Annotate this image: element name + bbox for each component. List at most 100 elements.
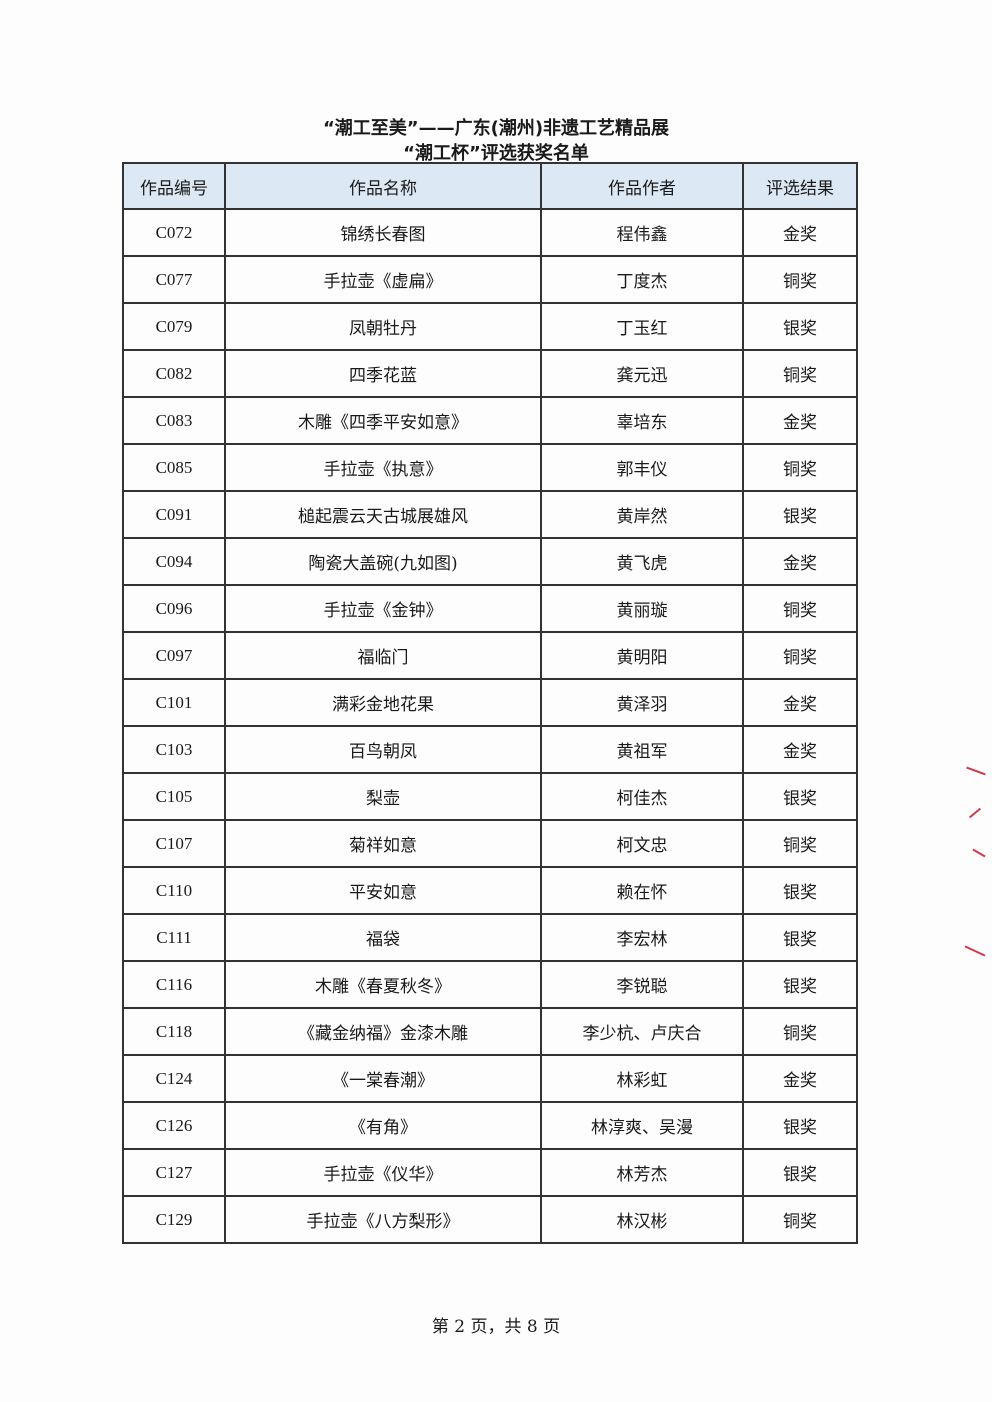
cell-author: 李少杭、卢庆合 [540, 1007, 744, 1056]
cell-id: C105 [122, 772, 226, 821]
table-row: C077 手拉壶《虚扁》 丁度杰 铜奖 [122, 255, 858, 304]
cell-id: C101 [122, 678, 226, 727]
cell-author: 李宏林 [540, 913, 744, 962]
cell-id: C091 [122, 490, 226, 539]
cell-id: C079 [122, 302, 226, 351]
cell-result: 金奖 [742, 537, 858, 586]
cell-result: 铜奖 [742, 631, 858, 680]
table-row: C110 平安如意 赖在怀 银奖 [122, 866, 858, 915]
cell-author: 林淳爽、吴漫 [540, 1101, 744, 1150]
cell-author: 黄岸然 [540, 490, 744, 539]
cell-id: C094 [122, 537, 226, 586]
table-row: C126 《有角》 林淳爽、吴漫 银奖 [122, 1101, 858, 1150]
cell-author: 黄泽羽 [540, 678, 744, 727]
cell-id: C077 [122, 255, 226, 304]
cell-name: 满彩金地花果 [224, 678, 542, 727]
cell-name: 木雕《四季平安如意》 [224, 396, 542, 445]
award-table: 作品编号 作品名称 作品作者 评选结果 C072 锦绣长春图 程伟鑫 金奖 C077 手拉… [122, 162, 858, 1244]
cell-id: C103 [122, 725, 226, 774]
cell-name: 菊祥如意 [224, 819, 542, 868]
cell-author: 林彩虹 [540, 1054, 744, 1103]
cell-result: 金奖 [742, 1054, 858, 1103]
cell-id: C082 [122, 349, 226, 398]
cell-author: 程伟鑫 [540, 208, 744, 257]
cell-result: 银奖 [742, 913, 858, 962]
table-row: C094 陶瓷大盖碗(九如图) 黄飞虎 金奖 [122, 537, 858, 586]
cell-author: 柯佳杰 [540, 772, 744, 821]
cell-author: 郭丰仪 [540, 443, 744, 492]
cell-result: 铜奖 [742, 819, 858, 868]
stamp-mark [966, 766, 986, 776]
header-author: 作品作者 [540, 162, 744, 210]
cell-result: 金奖 [742, 678, 858, 727]
cell-author: 黄祖军 [540, 725, 744, 774]
cell-id: C107 [122, 819, 226, 868]
table-row: C082 四季花蓝 龚元迅 铜奖 [122, 349, 858, 398]
cell-id: C111 [122, 913, 226, 962]
cell-id: C072 [122, 208, 226, 257]
cell-id: C126 [122, 1101, 226, 1150]
cell-name: 手拉壶《金钟》 [224, 584, 542, 633]
cell-name: 百鸟朝凤 [224, 725, 542, 774]
cell-result: 银奖 [742, 960, 858, 1009]
stamp-mark [972, 848, 986, 858]
cell-result: 金奖 [742, 725, 858, 774]
page-footer: 第 2 页，共 8 页 [431, 1317, 561, 1337]
table-row: C127 手拉壶《仪华》 林芳杰 银奖 [122, 1148, 858, 1197]
table-row: C079 凤朝牡丹 丁玉红 银奖 [122, 302, 858, 351]
cell-result: 铜奖 [742, 349, 858, 398]
cell-id: C129 [122, 1195, 226, 1244]
table-row: C097 福临门 黄明阳 铜奖 [122, 631, 858, 680]
cell-result: 铜奖 [742, 255, 858, 304]
table-row: C116 木雕《春夏秋冬》 李锐聪 银奖 [122, 960, 858, 1009]
cell-result: 铜奖 [742, 1195, 858, 1244]
cell-author: 赖在怀 [540, 866, 744, 915]
cell-name: 木雕《春夏秋冬》 [224, 960, 542, 1009]
table-row: C118 《藏金纳福》金漆木雕 李少杭、卢庆合 铜奖 [122, 1007, 858, 1056]
cell-id: C097 [122, 631, 226, 680]
cell-result: 银奖 [742, 772, 858, 821]
cell-name: 手拉壶《八方梨形》 [224, 1195, 542, 1244]
cell-author: 黄丽璇 [540, 584, 744, 633]
cell-author: 柯文忠 [540, 819, 744, 868]
cell-id: C118 [122, 1007, 226, 1056]
cell-author: 林汉彬 [540, 1195, 744, 1244]
cell-result: 金奖 [742, 396, 858, 445]
cell-author: 黄飞虎 [540, 537, 744, 586]
cell-result: 铜奖 [742, 584, 858, 633]
document-subtitle: “潮工杯”评选获奖名单 [403, 143, 589, 164]
cell-result: 铜奖 [742, 443, 858, 492]
cell-name: 手拉壶《虚扁》 [224, 255, 542, 304]
cell-result: 银奖 [742, 866, 858, 915]
cell-result: 银奖 [742, 1148, 858, 1197]
cell-name: 《一棠春潮》 [224, 1054, 542, 1103]
table-row: C072 锦绣长春图 程伟鑫 金奖 [122, 208, 858, 257]
cell-result: 银奖 [742, 1101, 858, 1150]
cell-author: 辜培东 [540, 396, 744, 445]
cell-name: 福袋 [224, 913, 542, 962]
cell-author: 李锐聪 [540, 960, 744, 1009]
cell-id: C110 [122, 866, 226, 915]
cell-name: 手拉壶《仪华》 [224, 1148, 542, 1197]
table-row: C085 手拉壶《执意》 郭丰仪 铜奖 [122, 443, 858, 492]
cell-id: C124 [122, 1054, 226, 1103]
cell-id: C096 [122, 584, 226, 633]
cell-name: 《藏金纳福》金漆木雕 [224, 1007, 542, 1056]
table-row: C101 满彩金地花果 黄泽羽 金奖 [122, 678, 858, 727]
cell-result: 金奖 [742, 208, 858, 257]
cell-author: 丁玉红 [540, 302, 744, 351]
table-row: C083 木雕《四季平安如意》 辜培东 金奖 [122, 396, 858, 445]
cell-name: 手拉壶《执意》 [224, 443, 542, 492]
cell-id: C085 [122, 443, 226, 492]
cell-author: 丁度杰 [540, 255, 744, 304]
table-row: C091 槌起震云天古城展雄风 黄岸然 银奖 [122, 490, 858, 539]
cell-name: 梨壶 [224, 772, 542, 821]
cell-name: 《有角》 [224, 1101, 542, 1150]
cell-name: 锦绣长春图 [224, 208, 542, 257]
cell-name: 福临门 [224, 631, 542, 680]
table-row: C111 福袋 李宏林 银奖 [122, 913, 858, 962]
cell-name: 平安如意 [224, 866, 542, 915]
stamp-mark [968, 807, 982, 819]
cell-id: C127 [122, 1148, 226, 1197]
header-result: 评选结果 [742, 162, 858, 210]
